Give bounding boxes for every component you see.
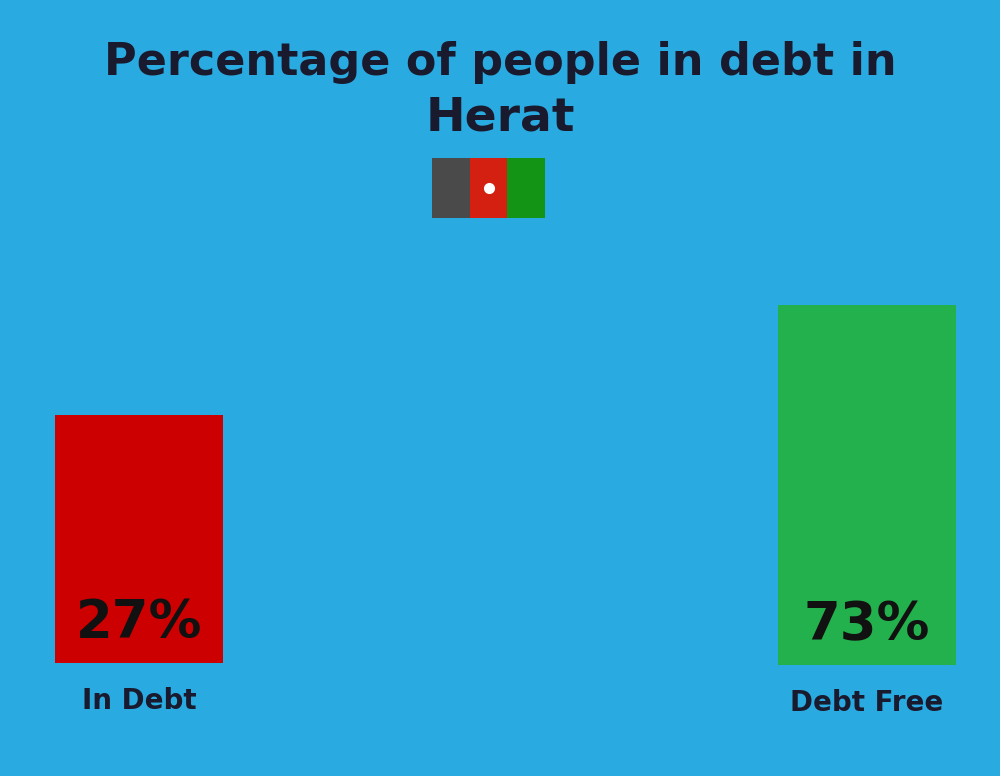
Text: 27%: 27% [76, 597, 202, 649]
Text: 73%: 73% [804, 599, 930, 651]
Bar [470, 158, 507, 218]
Text: In Debt: In Debt [82, 687, 196, 715]
Text: Debt Free: Debt Free [790, 689, 944, 717]
Text: Percentage of people in debt in: Percentage of people in debt in [104, 40, 896, 84]
Text: Herat: Herat [425, 95, 575, 140]
Bar [778, 305, 956, 665]
Bar [55, 415, 223, 663]
Bar [507, 158, 545, 218]
Bar [432, 158, 470, 218]
